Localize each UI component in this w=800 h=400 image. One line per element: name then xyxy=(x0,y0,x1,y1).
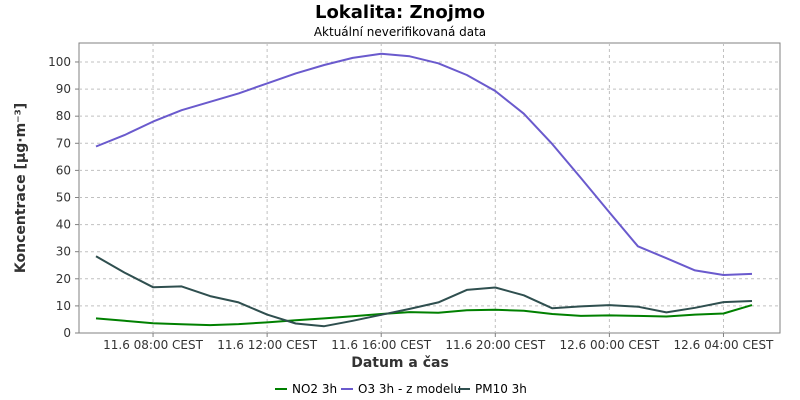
x-tick-label: 12.6 00:00 CEST xyxy=(559,338,660,352)
y-tick-label: 10 xyxy=(56,299,71,313)
legend-label-0: NO2 3h xyxy=(292,382,337,396)
series-line-0 xyxy=(95,304,753,327)
y-tick-label: 40 xyxy=(56,218,71,232)
legend-label-1: O3 3h - z modelu xyxy=(358,382,461,396)
series-line-2 xyxy=(95,255,753,328)
y-tick-label: 50 xyxy=(56,190,71,204)
x-axis: 11.6 08:00 CEST 11.6 12:00 CEST 11.6 16:00… xyxy=(103,333,774,352)
y-tick-label: 30 xyxy=(56,245,71,259)
y-axis-label: Koncentrace [µg·m⁻³] xyxy=(13,103,29,273)
chart-subtitle: Aktuální neverifikovaná data xyxy=(314,25,486,39)
y-tick-label: 70 xyxy=(56,136,71,150)
y-tick-label: 100 xyxy=(48,55,71,69)
plot-area xyxy=(78,42,781,334)
legend: NO2 3h O3 3h - z modelu PM10 3h xyxy=(275,382,527,396)
grid-layer xyxy=(79,43,780,333)
x-tick-label: 11.6 20:00 CEST xyxy=(445,338,546,352)
y-tick-label: 90 xyxy=(56,82,71,96)
x-axis-label: Datum a čas xyxy=(351,355,449,371)
series-line-1 xyxy=(95,52,753,276)
y-axis: 0 10 20 30 40 50 60 70 80 90 100 xyxy=(48,55,79,340)
y-tick-label: 0 xyxy=(63,326,71,340)
y-tick-label: 80 xyxy=(56,109,71,123)
y-tick-label: 60 xyxy=(56,163,71,177)
x-tick-label: 11.6 08:00 CEST xyxy=(103,338,204,352)
x-tick-label: 12.6 04:00 CEST xyxy=(674,338,775,352)
y-tick-label: 20 xyxy=(56,272,71,286)
x-tick-label: 11.6 16:00 CEST xyxy=(331,338,432,352)
chart-title: Lokalita: Znojmo xyxy=(315,2,485,23)
x-tick-label: 11.6 12:00 CEST xyxy=(217,338,318,352)
series-layer xyxy=(95,52,753,328)
legend-label-2: PM10 3h xyxy=(475,382,527,396)
